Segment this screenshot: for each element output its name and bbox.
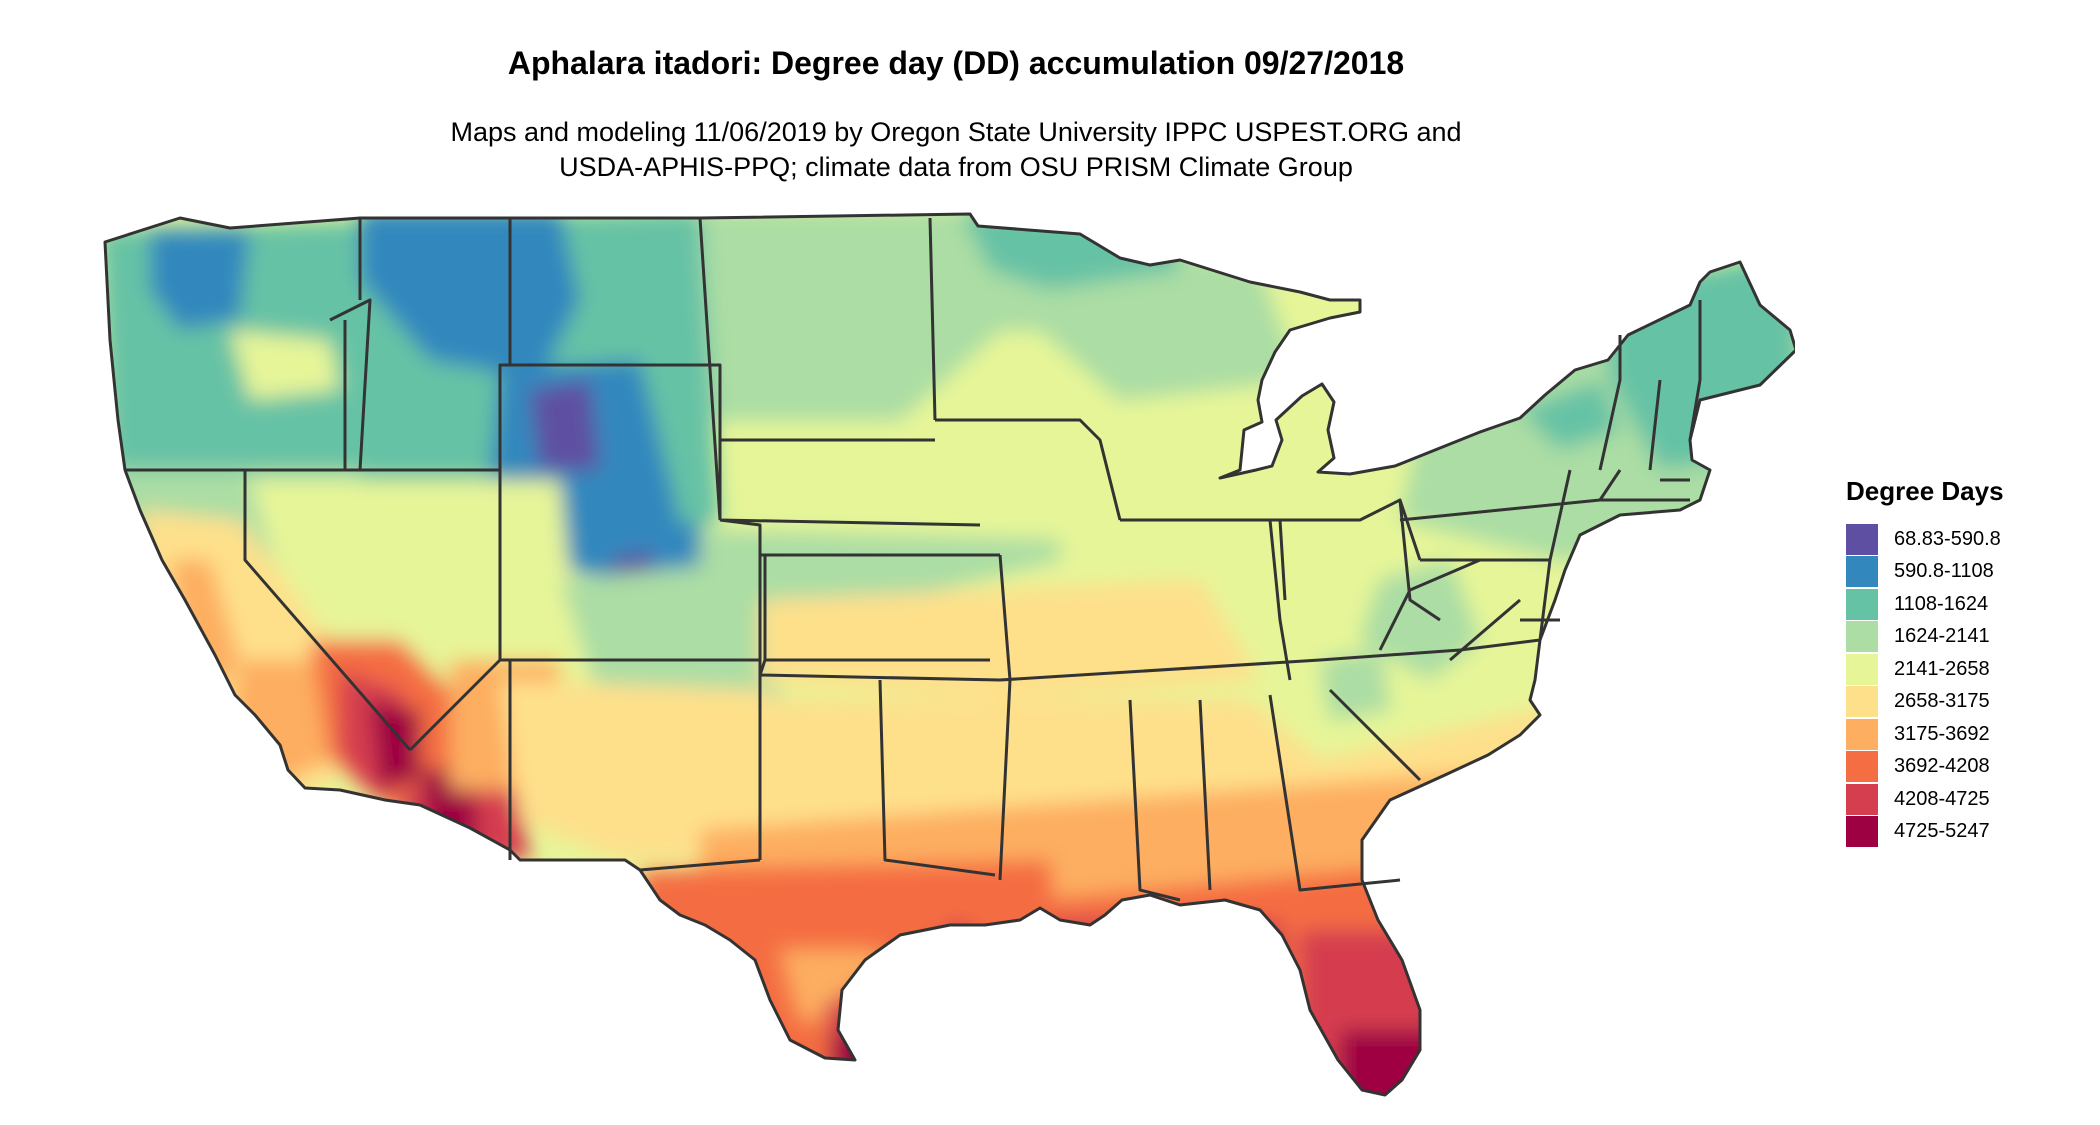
legend-swatch	[1846, 783, 1878, 815]
state-boundaries	[103, 212, 1795, 1097]
legend-item: 4208-4725	[1846, 783, 2004, 816]
legend-swatch	[1846, 556, 1878, 588]
legend-label: 590.8-1108	[1894, 560, 1994, 583]
legend-item: 590.8-1108	[1846, 556, 2004, 589]
legend-label: 4208-4725	[1894, 787, 1990, 810]
legend-item: 3175-3692	[1846, 718, 2004, 751]
map-title: Aphalara itadori: Degree day (DD) accumu…	[507, 45, 1405, 81]
legend-swatch	[1846, 621, 1878, 653]
legend-item: 1624-2141	[1846, 621, 2004, 654]
legend-label: 1108-1624	[1894, 592, 1989, 615]
legend-label: 3175-3692	[1894, 722, 1990, 745]
legend-label: 2658-3175	[1894, 690, 1990, 713]
legend-label: 1624-2141	[1894, 625, 1990, 648]
legend-item: 68.83-590.8	[1846, 523, 2004, 556]
legend-item: 2141-2658	[1846, 653, 2004, 686]
legend-swatch	[1846, 718, 1878, 750]
legend-swatch	[1846, 523, 1878, 555]
legend-swatch	[1846, 751, 1878, 783]
legend-title: Degree Days	[1846, 476, 2004, 506]
degree-days-legend: Degree Days 68.83-590.8 590.8-1108 1108-16…	[1846, 476, 2004, 848]
legend-swatch	[1846, 653, 1878, 685]
degree-day-map	[103, 212, 1795, 1097]
legend-swatch	[1846, 686, 1878, 718]
legend-swatch	[1846, 588, 1878, 620]
map-subtitle-line-1: Maps and modeling 11/06/2019 by Oregon S…	[450, 117, 1462, 147]
legend-swatch	[1846, 816, 1878, 848]
legend-label: 68.83-590.8	[1894, 527, 2001, 550]
legend-label: 2141-2658	[1894, 657, 1990, 680]
legend-item: 2658-3175	[1846, 686, 2004, 719]
legend-item: 1108-1624	[1846, 588, 2004, 621]
map-subtitle-line-2: USDA-APHIS-PPQ; climate data from OSU PR…	[559, 152, 1353, 182]
state-lines	[125, 217, 1702, 902]
legend-label: 4725-5247	[1894, 820, 1990, 843]
legend-item: 4725-5247	[1846, 816, 2004, 849]
legend-item: 3692-4208	[1846, 751, 2004, 784]
legend-items: 68.83-590.8 590.8-1108 1108-1624 1624-2141 2…	[1846, 523, 2004, 848]
legend-label: 3692-4208	[1894, 755, 1990, 778]
